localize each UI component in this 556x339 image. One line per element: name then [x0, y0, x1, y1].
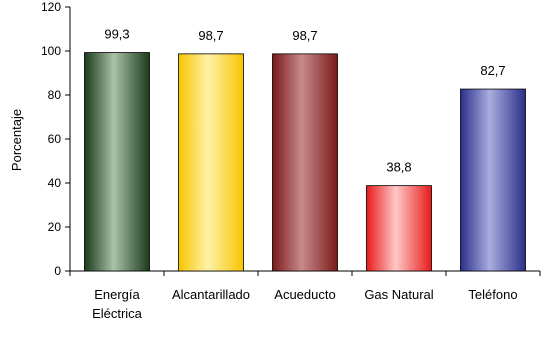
x-tick-label: Eléctrica: [92, 306, 143, 321]
y-tick-label: 0: [54, 264, 61, 278]
data-label: 98,7: [198, 28, 223, 43]
bar: [84, 52, 150, 272]
bar: [460, 88, 526, 272]
y-tick-label: 100: [41, 44, 61, 58]
data-label: 98,7: [292, 28, 317, 43]
x-tick-label: Energía: [94, 287, 140, 302]
x-tick-label: Acueducto: [274, 287, 335, 302]
y-tick-label: 120: [41, 0, 61, 14]
y-tick-label: 60: [48, 132, 62, 146]
plot-area: 0 20 40 60 80 100 120 99,3 Energía Eléctrica 98,7 A…: [41, 0, 541, 321]
y-tick-label: 40: [48, 176, 62, 190]
data-label: 82,7: [480, 63, 505, 78]
bar: [272, 53, 338, 272]
y-tick-label: 80: [48, 88, 62, 102]
y-tick-label: 20: [48, 220, 62, 234]
bar: [178, 53, 244, 272]
x-tick-label: Teléfono: [468, 287, 517, 302]
x-tick-label: Gas Natural: [364, 287, 433, 302]
data-label: 99,3: [104, 27, 129, 42]
y-axis-title: Porcentaje: [9, 109, 24, 171]
bar: [366, 185, 432, 272]
data-label: 38,8: [386, 160, 411, 175]
x-tick-label: Alcantarillado: [172, 287, 250, 302]
